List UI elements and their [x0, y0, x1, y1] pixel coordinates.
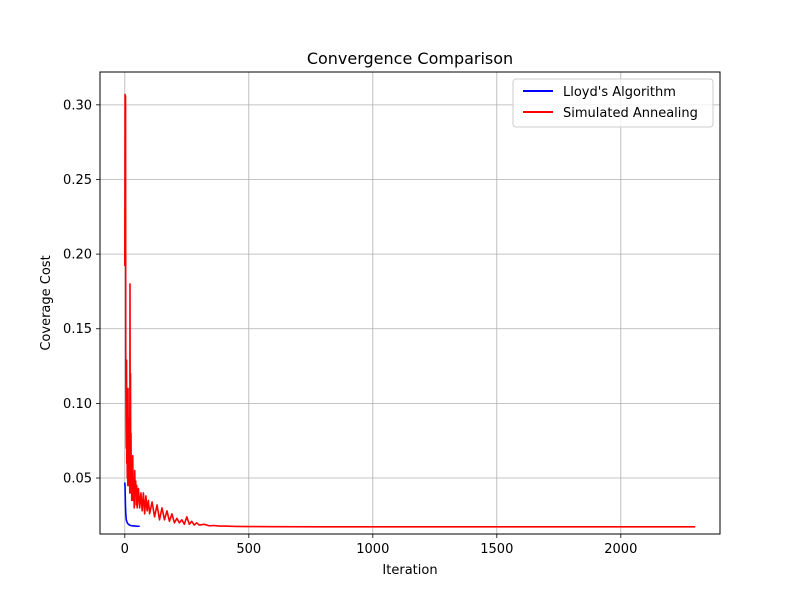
- x-axis-ticks: 0 500 1000 1500 2000: [121, 534, 637, 557]
- chart-title: Convergence Comparison: [307, 49, 513, 68]
- legend-label-simulated-annealing: Simulated Annealing: [563, 106, 698, 121]
- legend-box: [512, 78, 714, 128]
- y-tick-label: 0.05: [63, 472, 92, 487]
- lloyds-algorithm-line: [124, 482, 140, 528]
- x-tick-label: 1000: [356, 542, 389, 557]
- y-tick-label: 0.20: [63, 248, 92, 263]
- y-tick-label: 0.25: [63, 173, 92, 188]
- series-lines: [124, 93, 696, 528]
- y-tick-label: 0.30: [63, 98, 92, 113]
- plot-area-frame: [99, 71, 721, 535]
- grid-lines: [100, 72, 720, 534]
- x-tick-label: 500: [236, 542, 261, 557]
- y-tick-label: 0.10: [63, 397, 92, 412]
- x-axis-label: Iteration: [382, 563, 437, 578]
- legend-label-lloyds: Lloyd's Algorithm: [563, 85, 676, 100]
- y-tick-label: 0.15: [63, 322, 92, 337]
- x-tick-label: 0: [121, 542, 129, 557]
- simulated-annealing-line: [124, 93, 696, 528]
- x-tick-label: 2000: [604, 542, 637, 557]
- y-axis-ticks: 0.05 0.10 0.15 0.20 0.25 0.30: [63, 98, 100, 487]
- x-tick-label: 1500: [480, 542, 513, 557]
- y-axis-label: Coverage Cost: [39, 255, 54, 350]
- legend: Lloyd's Algorithm Simulated Annealing: [512, 78, 714, 128]
